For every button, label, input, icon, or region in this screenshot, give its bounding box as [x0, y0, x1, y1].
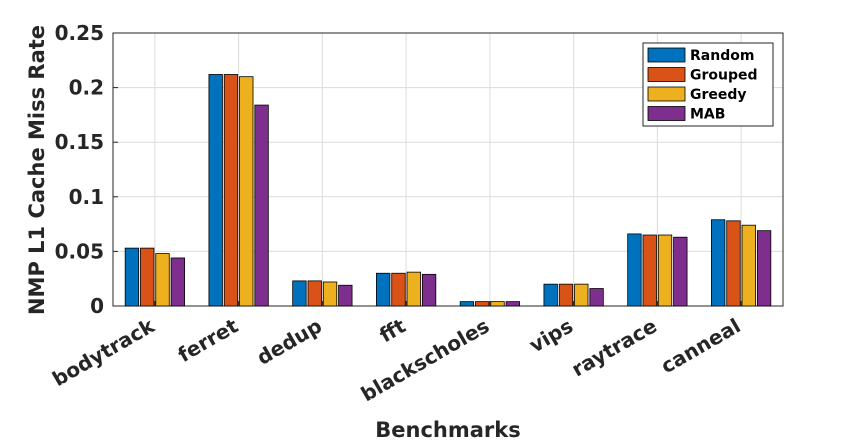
bar-random-canneal	[711, 219, 726, 307]
bar-greedy-canneal	[741, 224, 756, 307]
legend-swatch-greedy	[647, 86, 686, 102]
x-tick-label-bodytrack: bodytrack	[48, 313, 159, 391]
bar-grouped-raytrace	[642, 234, 657, 307]
bar-greedy-blackscholes	[490, 301, 505, 307]
bar-greedy-vips	[574, 283, 589, 307]
y-tick-label: 0	[90, 294, 104, 318]
bar-mab-ferret	[254, 104, 269, 307]
bar-mab-blackscholes	[505, 301, 520, 307]
bar-greedy-dedup	[322, 281, 338, 307]
bar-mab-raytrace	[673, 236, 688, 307]
bar-mab-bodytrack	[170, 257, 185, 307]
x-tick-label-ferret: ferret	[174, 313, 243, 367]
y-tick-label: 0.05	[55, 239, 104, 263]
bar-grouped-ferret	[223, 74, 239, 307]
x-tick-label-vips: vips	[525, 314, 577, 358]
bars-group	[124, 74, 772, 307]
bar-grouped-bodytrack	[140, 247, 155, 307]
legend-swatch-grouped	[647, 67, 686, 82]
bar-random-raytrace	[627, 233, 642, 307]
bar-greedy-fft	[406, 271, 421, 307]
bar-grouped-fft	[391, 272, 406, 307]
legend-swatch-mab	[647, 106, 686, 121]
x-tick-label-canneal: canneal	[657, 314, 745, 379]
legend-label-random: Random	[690, 48, 754, 64]
legend-label-mab: MAB	[690, 107, 725, 123]
y-tick-label: 0.2	[69, 76, 104, 100]
bar-greedy-ferret	[239, 76, 254, 307]
bar-mab-fft	[421, 273, 437, 307]
bar-grouped-vips	[558, 283, 574, 307]
x-tick-label-fft: fft	[375, 313, 410, 347]
bar-random-dedup	[292, 280, 307, 307]
x-tick-label-dedup: dedup	[253, 314, 326, 370]
plot-area	[112, 32, 784, 307]
bar-grouped-blackscholes	[475, 301, 490, 307]
legend: Random Grouped Greedy MAB	[642, 42, 774, 127]
bar-mab-dedup	[338, 284, 353, 307]
bar-mab-canneal	[756, 230, 772, 307]
legend-swatch-random	[647, 47, 686, 63]
bar-greedy-raytrace	[657, 234, 673, 307]
bar-random-bodytrack	[124, 247, 140, 307]
legend-label-grouped: Grouped	[690, 68, 758, 84]
x-tick-label-raytrace: raytrace	[567, 314, 661, 382]
bar-random-vips	[543, 283, 558, 307]
bar-random-ferret	[208, 74, 223, 307]
y-axis-title: NMP L1 Cache Miss Rate	[25, 25, 49, 315]
bar-grouped-dedup	[307, 280, 322, 307]
y-tick-label: 0.25	[55, 21, 104, 45]
bar-grouped-canneal	[726, 220, 741, 307]
y-tick-labels: 0 0.05 0.1 0.15 0.2 0.25	[55, 21, 118, 318]
bar-greedy-bodytrack	[155, 253, 170, 307]
y-tick-label: 0.15	[55, 130, 104, 154]
y-tick-label: 0.1	[69, 185, 104, 209]
bar-random-fft	[376, 272, 391, 307]
bar-mab-vips	[589, 288, 604, 307]
x-axis-title: Benchmarks	[375, 418, 520, 442]
bar-random-blackscholes	[459, 301, 475, 307]
legend-label-greedy: Greedy	[690, 87, 747, 103]
